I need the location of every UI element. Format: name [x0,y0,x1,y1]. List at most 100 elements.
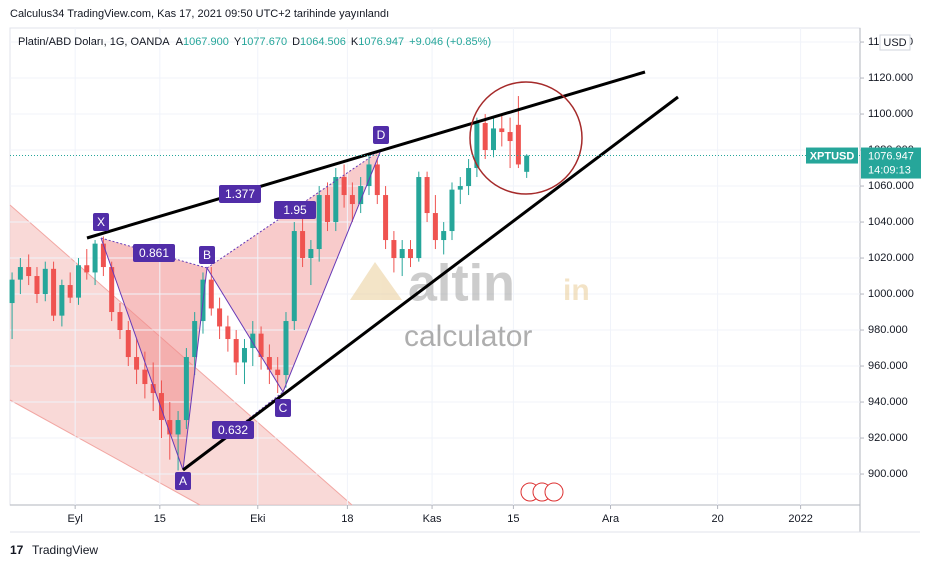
candle-body [100,243,106,268]
x-tick-label: Eyl [68,513,83,525]
candle-body [333,177,339,223]
ohlc-value: 1077.670 [241,36,287,48]
y-tick-label: 1100.000 [868,108,913,120]
price-tags: XPTUSD 1076.947 14:09:13 USD [10,34,921,179]
x-tick-label: 15 [154,513,166,525]
candle-body [183,357,189,421]
pattern-point: X [97,215,105,229]
watermark-text: calculator [404,320,532,353]
last-price: 1076.947 [868,150,914,162]
candle-body [109,267,115,313]
grid: 900.000 920.000 940.000 960.000 980.000 1000.… [10,28,914,525]
candle-body [275,369,281,376]
x-tick-label: 15 [507,513,519,525]
pattern-xab [101,238,207,470]
candle-body [316,195,322,250]
candle-body [75,265,81,298]
candle-body [341,177,347,196]
pattern-point-box [373,126,389,144]
ratio-box [274,201,316,219]
y-tick-label: 940.000 [868,396,908,408]
pattern-point: C [279,401,288,415]
candle-body [225,326,231,340]
pattern-point-box [93,213,109,231]
candle-body [366,164,372,187]
candle-body [117,312,123,331]
ohlc-value: 1064.506 [300,36,346,48]
y-tick-label: 1000.000 [868,288,914,300]
candle-body [34,276,40,295]
ohlc-value: 1076.947 [358,36,404,48]
y-tick-label: 920.000 [868,432,908,444]
candle-body [507,132,513,142]
candle-body [424,177,430,214]
x-tick-label: Ara [602,513,620,525]
ticker: XPTUSD [810,150,855,162]
candle-body [449,189,455,232]
y-tick-label: 1020.000 [868,252,914,264]
trend-line [86,70,646,240]
watermark-text: in [563,274,590,307]
pattern-point-box [175,472,191,490]
ratio-label: 0.632 [218,423,248,437]
candle-body [308,249,314,259]
candle-body [258,333,264,358]
candle-body [84,265,90,273]
currency-box [879,34,911,51]
trend-line [182,95,679,472]
event-flag [544,482,564,502]
candle-body [300,231,306,259]
candle-body [208,279,214,309]
candle-body [416,177,422,259]
highlight-circle [469,81,583,195]
candle-body [142,369,148,385]
candle-body [490,128,496,151]
y-tick-label: 1120.000 [868,72,913,84]
candle-body [266,357,272,370]
candle-body [358,186,364,205]
pattern-point: A [179,474,187,488]
candle-body [374,164,380,196]
ratio-label: 0.861 [139,246,169,260]
candle-body [474,123,480,169]
candle-body [515,124,521,165]
ratio-box [219,185,261,203]
price-box [861,147,921,179]
candle-body [175,420,181,435]
candle-body [291,231,297,322]
channel-line [9,399,201,506]
pattern-point-box [275,399,291,417]
candle-body [167,420,173,435]
candle-body [432,213,438,241]
ohlc-key: Y [234,36,242,48]
candle-body [92,243,98,273]
x-tick-label: 20 [711,513,723,525]
legend: Platin/ABD Doları, 1G, OANDA A 1067.900 Y 10… [18,36,491,48]
candle-body [217,308,223,327]
candle-body [42,268,48,295]
ratio-box [133,244,175,262]
candle-body [233,339,239,363]
candle-body [158,393,164,421]
candle-body [17,267,23,280]
watermark-text: altin [408,255,515,313]
x-tick-label: Kas [423,513,442,525]
pattern-point-box [199,246,215,264]
candle-body [391,240,397,259]
ohlc-value: 1067.900 [183,36,229,48]
candle-body [67,285,73,298]
ratio-label: 1.377 [225,187,255,201]
candle-body [399,249,405,259]
candle-body [524,155,530,172]
ohlc-key: K [351,36,359,48]
candle-body [407,249,413,259]
ticker-box [806,147,858,164]
candle-body [482,123,488,151]
publisher: Calculus34 TradingView.com, Kas 17, 2021… [10,8,389,20]
event-icons [520,482,564,502]
candle-body [26,267,32,277]
candle-body [250,333,256,349]
candle-body [324,195,330,223]
ratio-box [212,421,254,439]
